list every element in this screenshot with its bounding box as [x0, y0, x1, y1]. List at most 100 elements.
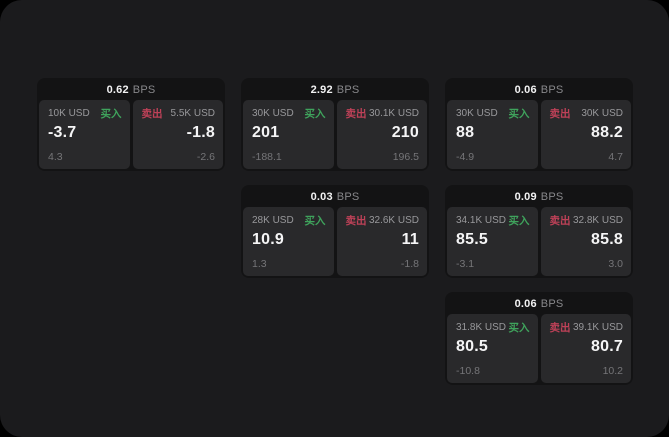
buy-quote-change: 4.3	[48, 151, 63, 163]
quote-card: 0.06 BPS 30K USD 买入 88 -4.9 卖出 30K USD 8…	[445, 78, 633, 171]
buy-tile[interactable]: 10K USD 买入 -3.7 4.3	[39, 100, 130, 169]
buy-quote-value: 85.5	[456, 231, 488, 248]
sell-quote-value: 11	[401, 231, 419, 248]
quote-tiles: 30K USD 买入 88 -4.9 卖出 30K USD 88.2 4.7	[447, 100, 631, 169]
sell-tile-top: 卖出 5.5K USD	[142, 108, 216, 120]
bps-unit-label: BPS	[540, 191, 564, 203]
sell-tile-top: 卖出 39.1K USD	[550, 322, 624, 334]
quote-tiles: 31.8K USD 买入 80.5 -10.8 卖出 39.1K USD 80.…	[447, 314, 631, 383]
sell-notional-amount: 32.8K USD	[572, 215, 623, 226]
bps-unit-label: BPS	[540, 84, 564, 96]
sell-tile[interactable]: 卖出 32.8K USD 85.8 3.0	[540, 207, 631, 276]
buy-quote-change: -10.8	[456, 365, 480, 377]
quote-tiles: 30K USD 买入 201 -188.1 卖出 30.1K USD 210 1…	[243, 100, 427, 169]
bps-value: 0.06	[514, 298, 537, 310]
buy-tile-top: 30K USD 买入	[456, 108, 530, 120]
buy-notional-amount: 34.1K USD	[456, 215, 507, 226]
sell-quote-value: 210	[391, 124, 419, 141]
bps-unit-label: BPS	[336, 191, 360, 203]
buy-quote-value: 10.9	[252, 231, 284, 248]
sell-label: 卖出	[549, 108, 571, 120]
sell-quote-value: 80.7	[591, 338, 623, 355]
buy-tile-top: 30K USD 买入	[252, 108, 326, 120]
buy-tile[interactable]: 30K USD 买入 201 -188.1	[243, 100, 334, 169]
buy-label: 买入	[304, 108, 326, 120]
bps-header: 0.06 BPS	[447, 294, 631, 314]
buy-notional-amount: 30K USD	[456, 108, 498, 119]
sell-quote-change: 4.7	[608, 151, 623, 163]
sell-quote-change: -2.6	[196, 151, 215, 163]
buy-label: 买入	[508, 108, 530, 120]
sell-quote-change: 10.2	[602, 365, 623, 377]
sell-tile[interactable]: 卖出 30K USD 88.2 4.7	[540, 100, 631, 169]
bps-value: 0.09	[514, 191, 537, 203]
bps-value: 0.03	[310, 191, 333, 203]
sell-label: 卖出	[549, 215, 571, 227]
sell-label: 卖出	[345, 215, 367, 227]
bps-header: 0.06 BPS	[447, 80, 631, 100]
quote-card: 0.09 BPS 34.1K USD 买入 85.5 -3.1 卖出 32.8K…	[445, 185, 633, 278]
bps-header: 0.03 BPS	[243, 187, 427, 207]
buy-tile-top: 34.1K USD 买入	[456, 215, 530, 227]
quote-grid: 0.62 BPS 10K USD 买入 -3.7 4.3 卖出 5.5K USD…	[37, 78, 633, 385]
sell-label: 卖出	[345, 108, 367, 120]
sell-quote-value: -1.8	[186, 124, 215, 141]
sell-label: 卖出	[549, 322, 571, 334]
buy-tile[interactable]: 30K USD 买入 88 -4.9	[447, 100, 538, 169]
buy-tile-top: 28K USD 买入	[252, 215, 326, 227]
bps-header: 0.09 BPS	[447, 187, 631, 207]
buy-tile[interactable]: 31.8K USD 买入 80.5 -10.8	[447, 314, 538, 383]
sell-quote-change: -1.8	[400, 258, 419, 270]
quote-card: 0.62 BPS 10K USD 买入 -3.7 4.3 卖出 5.5K USD…	[37, 78, 225, 171]
bps-value: 0.62	[106, 84, 129, 96]
bps-header: 2.92 BPS	[243, 80, 427, 100]
quote-tiles: 34.1K USD 买入 85.5 -3.1 卖出 32.8K USD 85.8…	[447, 207, 631, 276]
sell-tile-top: 卖出 32.6K USD	[346, 215, 420, 227]
quote-tiles: 10K USD 买入 -3.7 4.3 卖出 5.5K USD -1.8 -2.…	[39, 100, 223, 169]
quote-tiles: 28K USD 买入 10.9 1.3 卖出 32.6K USD 11 -1.8	[243, 207, 427, 276]
buy-notional-amount: 30K USD	[252, 108, 294, 119]
bps-unit-label: BPS	[336, 84, 360, 96]
buy-notional-amount: 31.8K USD	[456, 322, 507, 333]
buy-tile-top: 31.8K USD 买入	[456, 322, 530, 334]
sell-quote-value: 85.8	[591, 231, 623, 248]
buy-label: 买入	[508, 322, 530, 334]
sell-tile-top: 卖出 30K USD	[550, 108, 624, 120]
sell-notional-amount: 30K USD	[581, 108, 623, 119]
buy-tile[interactable]: 28K USD 买入 10.9 1.3	[243, 207, 334, 276]
buy-quote-value: -3.7	[48, 124, 77, 141]
buy-tile-top: 10K USD 买入	[48, 108, 122, 120]
buy-notional-amount: 28K USD	[252, 215, 294, 226]
sell-notional-amount: 30.1K USD	[368, 108, 419, 119]
sell-tile[interactable]: 卖出 30.1K USD 210 196.5	[336, 100, 427, 169]
bps-header: 0.62 BPS	[39, 80, 223, 100]
sell-quote-value: 88.2	[591, 124, 623, 141]
sell-label: 卖出	[141, 108, 163, 120]
quote-card: 2.92 BPS 30K USD 买入 201 -188.1 卖出 30.1K …	[241, 78, 429, 171]
sell-tile[interactable]: 卖出 5.5K USD -1.8 -2.6	[132, 100, 223, 169]
buy-label: 买入	[304, 215, 326, 227]
quote-card: 0.06 BPS 31.8K USD 买入 80.5 -10.8 卖出 39.1…	[445, 292, 633, 385]
quote-card: 0.03 BPS 28K USD 买入 10.9 1.3 卖出 32.6K US…	[241, 185, 429, 278]
bps-value: 0.06	[514, 84, 537, 96]
sell-tile-top: 卖出 30.1K USD	[346, 108, 420, 120]
sell-notional-amount: 32.6K USD	[368, 215, 419, 226]
buy-quote-change: -3.1	[456, 258, 475, 270]
buy-tile[interactable]: 34.1K USD 买入 85.5 -3.1	[447, 207, 538, 276]
sell-notional-amount: 5.5K USD	[170, 108, 215, 119]
buy-quote-change: 1.3	[252, 258, 267, 270]
buy-quote-value: 88	[456, 124, 475, 141]
buy-quote-value: 80.5	[456, 338, 488, 355]
bps-unit-label: BPS	[540, 298, 564, 310]
sell-quote-change: 3.0	[608, 258, 623, 270]
sell-notional-amount: 39.1K USD	[572, 322, 623, 333]
buy-label: 买入	[100, 108, 122, 120]
bps-unit-label: BPS	[132, 84, 156, 96]
sell-quote-change: 196.5	[392, 151, 419, 163]
buy-quote-value: 201	[252, 124, 280, 141]
sell-tile[interactable]: 卖出 32.6K USD 11 -1.8	[336, 207, 427, 276]
sell-tile[interactable]: 卖出 39.1K USD 80.7 10.2	[540, 314, 631, 383]
buy-label: 买入	[508, 215, 530, 227]
buy-notional-amount: 10K USD	[48, 108, 90, 119]
